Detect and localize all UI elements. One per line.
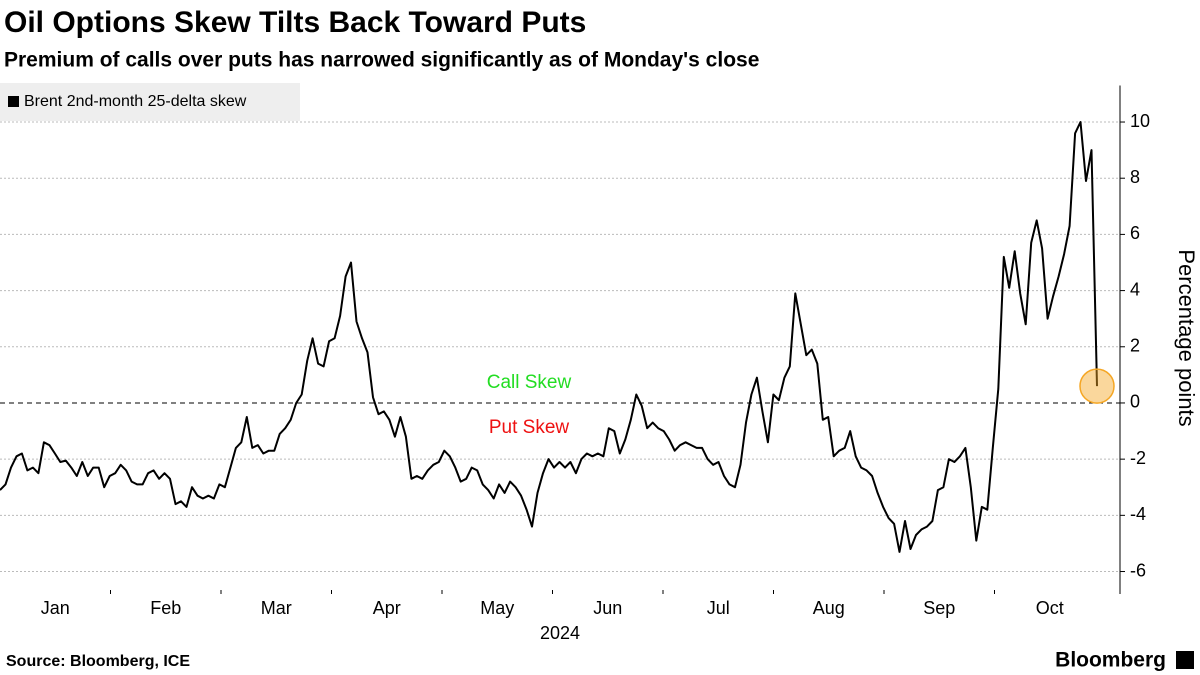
x-tick-label: Mar <box>261 598 292 618</box>
x-tick-label: Aug <box>813 598 845 618</box>
source: Source: Bloomberg, ICE <box>6 653 190 670</box>
y-tick-label: 4 <box>1130 279 1140 299</box>
chart-subtitle: Premium of calls over puts has narrowed … <box>4 49 759 72</box>
y-tick-label: -2 <box>1130 448 1146 468</box>
chart-title: Oil Options Skew Tilts Back Toward Puts <box>4 6 586 39</box>
x-tick-label: Apr <box>373 598 401 618</box>
y-tick-label: -4 <box>1130 504 1146 524</box>
y-tick-label: 10 <box>1130 111 1150 131</box>
last-point-highlight <box>1079 368 1115 404</box>
y-tick-label: 8 <box>1130 167 1140 187</box>
x-tick-label: Oct <box>1036 598 1064 618</box>
x-tick-label: May <box>480 598 514 618</box>
y-tick-label: 2 <box>1130 336 1140 356</box>
x-tick-label: Jan <box>41 598 70 618</box>
brand: Bloomberg <box>1055 649 1166 672</box>
annotation: Call Skew <box>487 372 572 393</box>
x-axis-label: 2024 <box>540 623 580 643</box>
legend-bg <box>0 83 300 121</box>
annotation: Put Skew <box>489 417 570 438</box>
legend-swatch <box>8 96 19 107</box>
legend-label: Brent 2nd-month 25-delta skew <box>24 93 247 110</box>
legend: Brent 2nd-month 25-delta skew <box>0 83 300 121</box>
x-tick-label: Jul <box>707 598 730 618</box>
y-tick-label: 6 <box>1130 223 1140 243</box>
y-tick-label: -6 <box>1130 560 1146 580</box>
x-tick-label: Feb <box>150 598 181 618</box>
x-tick-label: Sep <box>923 598 955 618</box>
x-tick-label: Jun <box>593 598 622 618</box>
y-axis-label: Percentage points <box>1174 249 1199 426</box>
series-line <box>0 121 1098 553</box>
y-tick-label: 0 <box>1130 392 1140 412</box>
brand-icon <box>1176 651 1194 669</box>
